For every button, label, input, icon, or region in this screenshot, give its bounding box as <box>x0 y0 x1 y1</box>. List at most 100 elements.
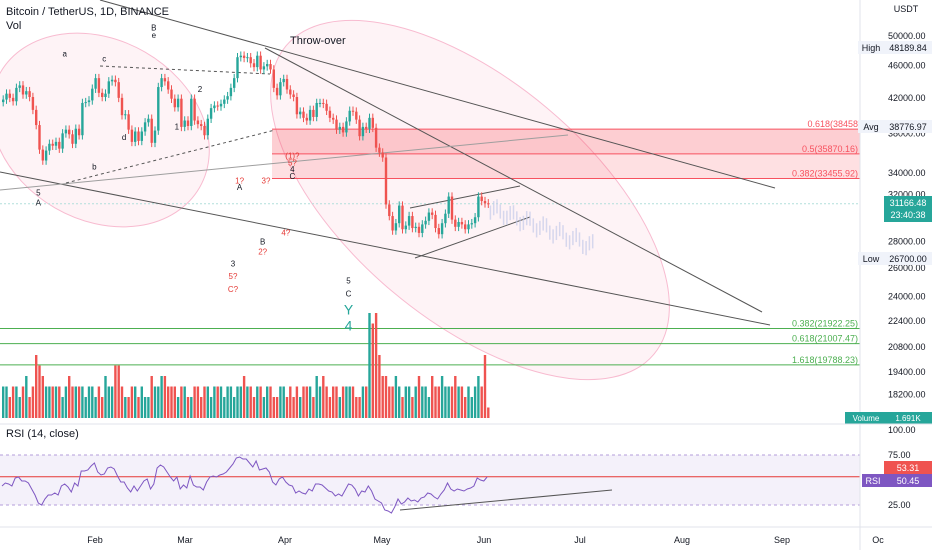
candle <box>8 93 11 98</box>
candle <box>256 55 259 68</box>
candle <box>134 131 137 142</box>
volume-bar <box>167 386 170 418</box>
wave-label: 5? <box>229 272 238 281</box>
candle <box>120 97 124 116</box>
price-tick: 20800.00 <box>888 342 926 352</box>
avg-badge-value: 38776.97 <box>889 122 927 132</box>
volume-bar <box>365 386 368 418</box>
volume-bar <box>51 386 54 418</box>
candle <box>94 78 97 89</box>
volume-bar <box>233 397 236 418</box>
candle <box>101 92 104 98</box>
volume-bar <box>450 386 454 418</box>
fib-label: 0.382(33455.92) <box>792 169 858 179</box>
candle <box>341 126 345 133</box>
candle <box>371 117 374 128</box>
volume-bar <box>2 386 5 418</box>
volume-bar <box>41 376 44 418</box>
wave-label: 5? <box>288 159 297 168</box>
volume-bar <box>322 376 325 418</box>
candle <box>44 150 48 161</box>
candle <box>107 81 110 94</box>
wave-label: 1? <box>235 176 244 185</box>
volume-bar <box>84 397 87 418</box>
volume-bar <box>440 376 444 418</box>
rsi-tick: 25.00 <box>888 500 911 510</box>
volume-bar <box>206 386 209 418</box>
volume-bar <box>137 397 140 418</box>
candle <box>473 217 477 224</box>
volume-bar <box>368 313 371 418</box>
month-tick: Oc <box>872 535 884 545</box>
volume-bar <box>157 386 160 418</box>
wave-label: C <box>346 289 352 298</box>
volume-bar <box>74 386 77 418</box>
volume-badge-value: 1.691K <box>895 414 921 423</box>
volume-bar <box>239 386 242 418</box>
month-tick: Mar <box>177 535 193 545</box>
candle <box>289 89 292 95</box>
candle <box>292 94 295 98</box>
candle <box>312 109 315 117</box>
candle <box>464 224 467 230</box>
candle <box>249 57 252 64</box>
month-tick: May <box>373 535 391 545</box>
wave-label: 4 <box>345 318 353 334</box>
volume-bar <box>110 386 114 418</box>
fib-zone-upper-top <box>272 129 860 154</box>
volume-bar <box>87 386 91 418</box>
volume-bar <box>5 386 8 418</box>
volume-bar <box>259 386 262 418</box>
candle <box>54 141 58 146</box>
wave-label: B <box>151 23 156 32</box>
volume-bar <box>11 386 15 418</box>
candle <box>325 103 328 111</box>
volume-bar <box>140 386 143 418</box>
candle <box>381 152 384 158</box>
volume-bar <box>348 386 351 418</box>
candle <box>143 122 147 132</box>
candle <box>167 81 170 90</box>
rsi-legend: RSI (14, close) <box>6 428 79 440</box>
wave-label: Y <box>344 302 354 318</box>
candle <box>21 85 25 95</box>
volume-bar <box>252 397 256 418</box>
volume-bar <box>61 397 64 418</box>
candle <box>176 98 180 108</box>
volume-bar <box>285 397 289 418</box>
candle <box>15 87 18 102</box>
wave-label: B <box>260 237 265 246</box>
symbol-title[interactable]: Bitcoin / TetherUS, 1D, BINANCE <box>6 6 170 18</box>
low-badge-bg <box>884 252 932 265</box>
volume-bar <box>124 397 127 418</box>
candle <box>110 79 114 82</box>
volume-bar <box>226 386 229 418</box>
candle <box>374 127 378 148</box>
volume-badge-bg <box>884 412 932 424</box>
volume-bar <box>130 386 134 418</box>
volume-badge-label-bg <box>845 412 887 424</box>
candle <box>150 118 153 143</box>
candle <box>269 64 272 70</box>
volume-bar <box>487 407 490 418</box>
price-tick: 32000.00 <box>888 189 926 199</box>
volume-bar <box>160 376 163 418</box>
month-tick: Jun <box>477 535 492 545</box>
candle <box>35 109 38 126</box>
volume-bar <box>302 386 305 418</box>
volume-bar <box>335 386 338 418</box>
candle <box>163 78 167 82</box>
candle <box>38 125 41 150</box>
candle <box>114 79 117 83</box>
price-tick: 50000.00 <box>888 31 926 41</box>
candle <box>229 87 233 97</box>
volume-bar <box>173 386 176 418</box>
volume-bar <box>203 386 206 418</box>
volume-bar <box>209 397 213 418</box>
candle <box>308 109 312 121</box>
candle <box>226 96 229 100</box>
volume-bar <box>97 386 101 418</box>
candle <box>206 118 209 136</box>
